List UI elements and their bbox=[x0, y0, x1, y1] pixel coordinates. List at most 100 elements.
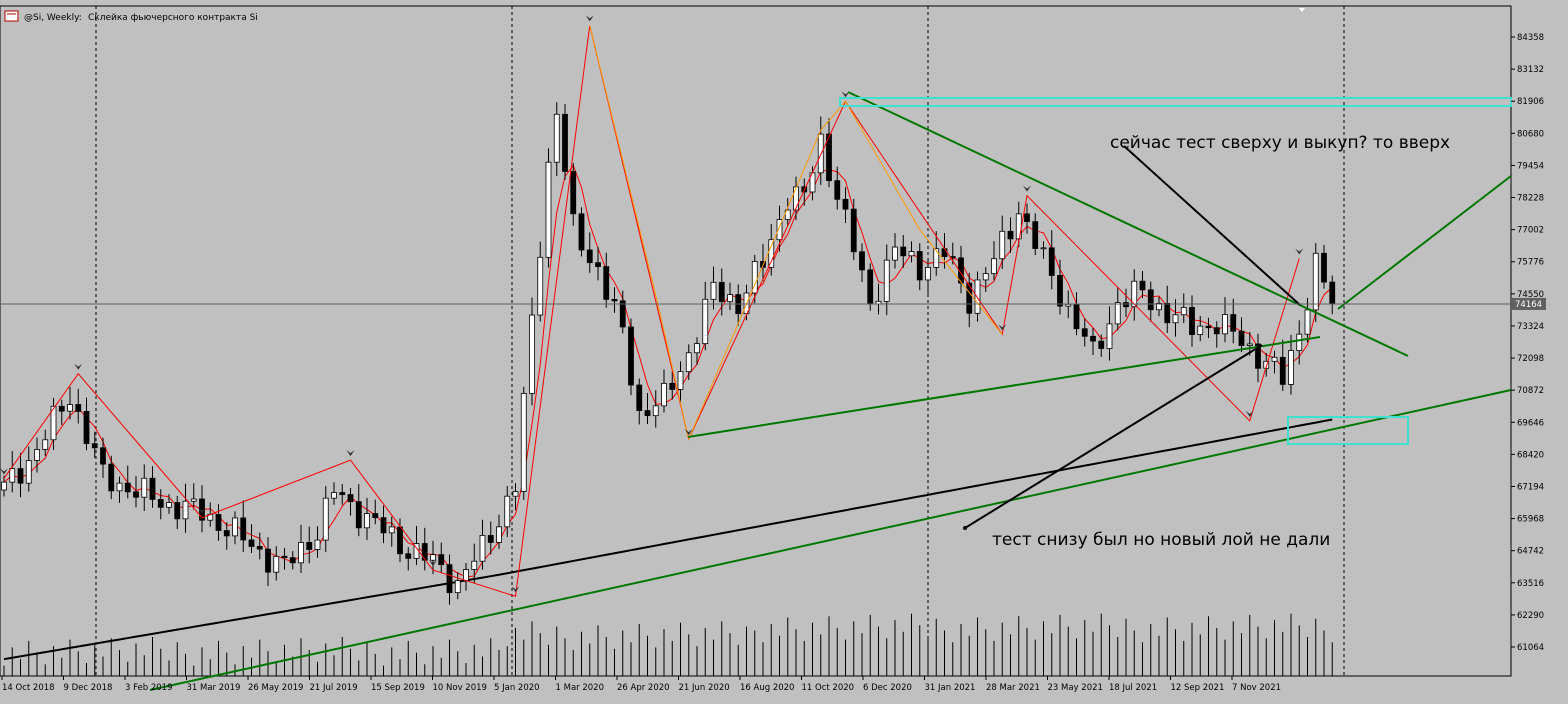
candle-body bbox=[1015, 213, 1022, 240]
candle-body bbox=[661, 382, 667, 407]
candle-body bbox=[925, 266, 931, 281]
candle-body bbox=[892, 246, 898, 261]
candle-body bbox=[331, 492, 337, 499]
candle-body bbox=[817, 133, 824, 174]
candle-body bbox=[916, 251, 923, 281]
candle-body bbox=[1, 481, 7, 491]
candle-body bbox=[157, 499, 164, 508]
fractal-arrow bbox=[1023, 185, 1031, 192]
candle-body bbox=[91, 443, 98, 449]
candle-body bbox=[265, 548, 271, 573]
candle-body bbox=[793, 186, 799, 211]
candle-body bbox=[421, 543, 428, 561]
candle-body bbox=[677, 371, 684, 390]
candle-body bbox=[25, 460, 32, 484]
candle-body bbox=[1246, 343, 1253, 346]
candles-layer bbox=[1, 102, 1336, 605]
candle-body bbox=[603, 266, 610, 300]
candle-body bbox=[628, 326, 634, 386]
candle-body bbox=[966, 282, 973, 314]
time-tick-label: 18 Jul 2021 bbox=[1109, 683, 1157, 693]
trendline-mid-support bbox=[687, 336, 1321, 438]
candle-body bbox=[1279, 356, 1286, 385]
candle-body bbox=[578, 213, 585, 251]
fractal-arrow bbox=[585, 15, 594, 22]
candle-body bbox=[58, 405, 65, 412]
candle-body bbox=[1164, 302, 1171, 324]
candle-body bbox=[999, 230, 1006, 260]
candle-body bbox=[339, 492, 346, 495]
zigzag-alt-line bbox=[589, 25, 1003, 441]
fractal-arrow bbox=[1245, 410, 1254, 417]
candle-body bbox=[100, 447, 106, 465]
candle-body bbox=[619, 300, 626, 328]
candle-body bbox=[1024, 213, 1030, 223]
candle-body bbox=[1007, 230, 1014, 240]
candle-body bbox=[537, 256, 544, 316]
price-tick-label: 83132 bbox=[1517, 65, 1544, 75]
chart-window-icon bbox=[4, 10, 19, 22]
grid-layer bbox=[95, 6, 1345, 676]
candle-body bbox=[50, 405, 57, 441]
candle-body bbox=[75, 404, 82, 412]
candle-body bbox=[1230, 314, 1237, 332]
time-tick-label: 28 Mar 2021 bbox=[986, 683, 1040, 693]
candle-body bbox=[471, 560, 478, 570]
candle-body bbox=[611, 298, 618, 302]
candle-body bbox=[479, 535, 486, 562]
candle-body bbox=[256, 546, 263, 550]
candle-body bbox=[190, 498, 197, 502]
price-tick-label: 75776 bbox=[1517, 258, 1544, 268]
candle-body bbox=[826, 133, 832, 182]
time-tick-label: 15 Sep 2019 bbox=[371, 683, 425, 693]
candle-body bbox=[372, 513, 379, 519]
candle-body bbox=[702, 298, 709, 345]
time-tick-label: 16 Aug 2020 bbox=[740, 683, 794, 693]
candle-body bbox=[133, 491, 139, 498]
candle-body bbox=[908, 251, 915, 257]
candle-body bbox=[644, 410, 651, 417]
fractal-arrow bbox=[998, 324, 1007, 331]
candle-body bbox=[108, 463, 115, 492]
current-price-label: 74164 bbox=[1515, 300, 1542, 310]
candle-body bbox=[1304, 309, 1311, 335]
candle-body bbox=[504, 495, 511, 528]
candle-body bbox=[1139, 280, 1146, 291]
candle-body bbox=[1057, 275, 1063, 307]
candle-body bbox=[438, 554, 445, 566]
candle-body bbox=[1180, 306, 1187, 316]
price-tick-label: 78228 bbox=[1517, 194, 1544, 204]
candle-body bbox=[166, 502, 172, 508]
candle-body bbox=[174, 502, 181, 520]
candle-body bbox=[273, 555, 280, 573]
candle-body bbox=[67, 404, 73, 412]
chart-shift-marker bbox=[1299, 8, 1305, 12]
time-tick-label: 31 Jan 2021 bbox=[925, 683, 976, 693]
candle-body bbox=[1238, 330, 1245, 346]
candle-body bbox=[141, 477, 148, 498]
candle-body bbox=[1189, 306, 1195, 335]
price-tick-label: 67194 bbox=[1517, 482, 1544, 492]
annotation-text-upper: сейчас тест сверху и выкуп? то вверх bbox=[1110, 133, 1450, 153]
candle-body bbox=[545, 161, 552, 258]
fractal-arrow bbox=[841, 91, 850, 98]
candle-body bbox=[1329, 281, 1336, 305]
candle-body bbox=[1123, 302, 1129, 308]
candle-body bbox=[306, 542, 313, 550]
candle-body bbox=[685, 352, 692, 373]
chart-header: @Si, Weekly: Склейка фьючерсного контрак… bbox=[4, 10, 258, 23]
candle-body bbox=[397, 526, 403, 555]
time-tick-label: 7 Nov 2021 bbox=[1232, 683, 1281, 693]
time-tick-label: 1 Mar 2020 bbox=[556, 683, 604, 693]
time-tick-label: 6 Dec 2020 bbox=[863, 683, 912, 693]
candle-body bbox=[322, 497, 329, 541]
candle-body bbox=[974, 279, 981, 314]
candle-body bbox=[1098, 340, 1105, 349]
symbol-label: @Si, Weekly: bbox=[24, 13, 82, 23]
candle-body bbox=[586, 249, 593, 264]
time-tick-label: 11 Oct 2020 bbox=[802, 683, 855, 693]
candle-body bbox=[958, 257, 964, 284]
candle-body bbox=[314, 539, 321, 550]
